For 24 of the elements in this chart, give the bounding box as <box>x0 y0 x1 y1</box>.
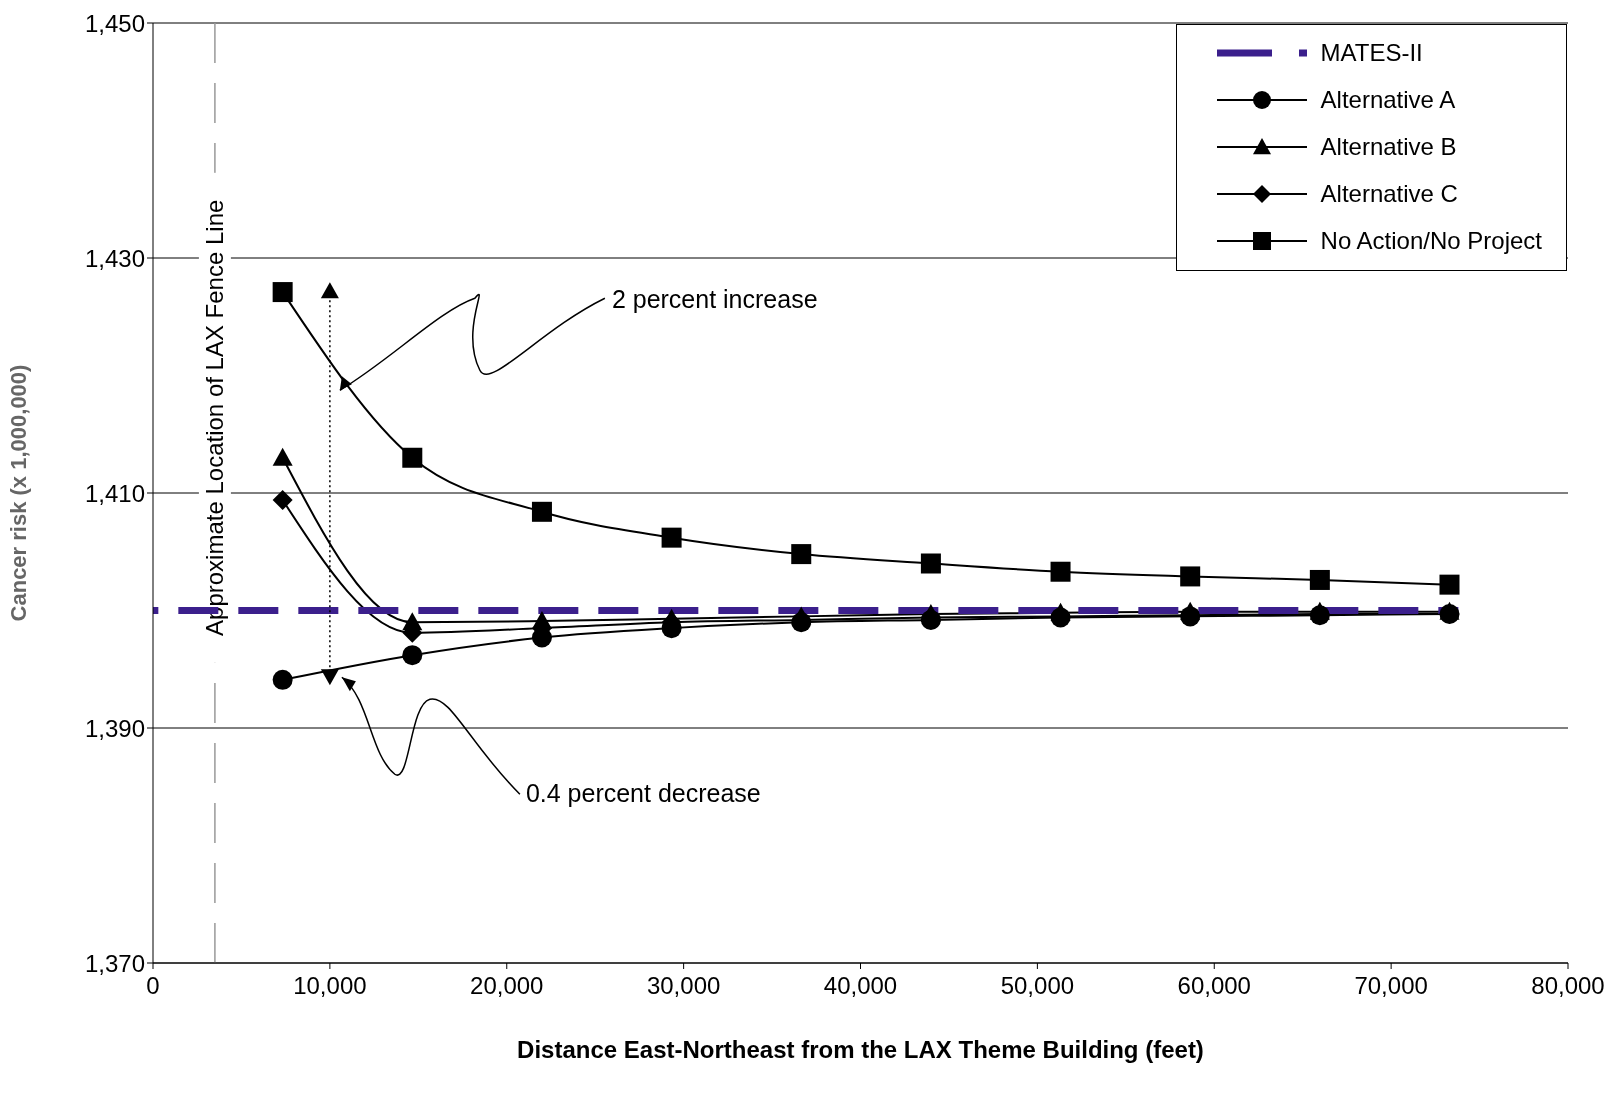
x-tick-label: 60,000 <box>1177 972 1251 1000</box>
legend-label: Alternative B <box>1320 132 1457 161</box>
x-tick-label: 0 <box>146 972 160 1000</box>
y-tick-label: 1,410 <box>84 479 145 507</box>
ref-line-label: Approximate Location of LAX Fence Line <box>201 199 229 636</box>
annotation: 2 percent increase <box>611 285 818 314</box>
x-tick-label: 20,000 <box>470 972 544 1000</box>
x-tick-label: 30,000 <box>646 972 721 1000</box>
x-tick-label: 70,000 <box>1354 972 1428 1000</box>
x-tick-label: 10,000 <box>293 972 367 1000</box>
x-axis-title: Distance East-Northeast from the LAX Theme Building (feet) <box>517 1036 1204 1063</box>
x-tick-label: 40,000 <box>823 972 898 1000</box>
legend-label: Alternative C <box>1320 179 1458 208</box>
y-axis-title: Cancer risk (x 1,000,000) <box>5 364 31 622</box>
legend-label: MATES-II <box>1320 38 1423 67</box>
annotation: 0.4 percent decrease <box>525 779 761 808</box>
y-tick-label: 1,370 <box>84 949 145 977</box>
y-tick-label: 1,430 <box>84 244 145 272</box>
legend-label: No Action/No Project <box>1320 226 1542 255</box>
x-tick-label: 80,000 <box>1531 972 1605 1000</box>
y-tick-label: 1,390 <box>84 714 145 742</box>
x-tick-label: 50,000 <box>1000 972 1075 1000</box>
y-tick-label: 1,450 <box>84 9 145 37</box>
legend-label: Alternative A <box>1320 85 1456 114</box>
